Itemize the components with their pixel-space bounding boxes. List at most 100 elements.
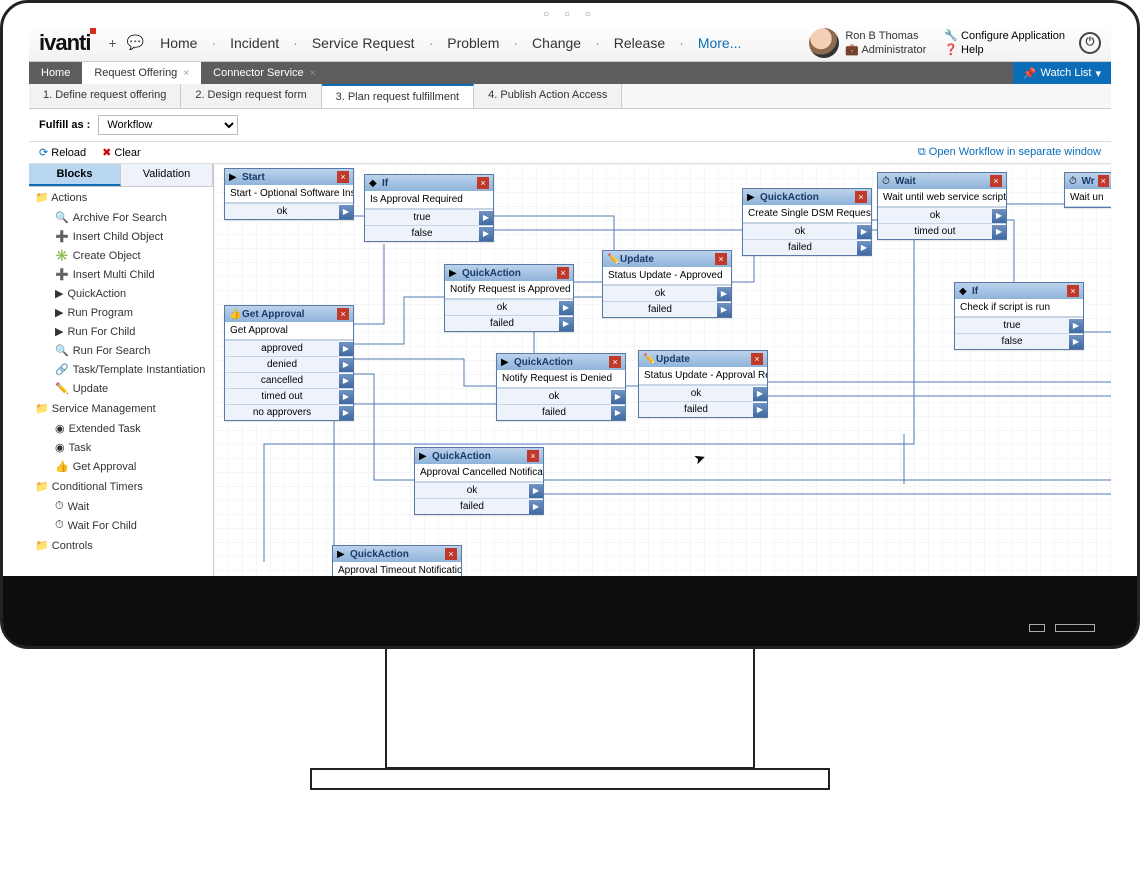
node-close-icon[interactable]: × bbox=[715, 253, 727, 265]
node-if1[interactable]: ◆If×Is Approval Requiredtrue▶false▶ bbox=[364, 174, 494, 242]
action-insert-multi-child[interactable]: ➕Insert Multi Child bbox=[29, 265, 213, 284]
node-if2[interactable]: ◆If×Check if script is runtrue▶false▶ bbox=[954, 282, 1084, 350]
close-icon[interactable]: × bbox=[183, 68, 189, 79]
timer-wait[interactable]: ⏱Wait bbox=[29, 497, 213, 516]
node-port[interactable]: ▶ bbox=[339, 374, 353, 388]
node-close-icon[interactable]: × bbox=[337, 171, 349, 183]
cat-actions[interactable]: Actions bbox=[29, 187, 213, 208]
node-port[interactable]: ▶ bbox=[559, 301, 573, 315]
node-close-icon[interactable]: × bbox=[990, 175, 1002, 187]
step-2[interactable]: 2. Design request form bbox=[181, 84, 321, 108]
timer-wait-for-child[interactable]: ⏱Wait For Child bbox=[29, 516, 213, 535]
fulfill-select[interactable]: Workflow bbox=[98, 115, 238, 135]
node-close-icon[interactable]: × bbox=[1067, 285, 1079, 297]
nav-home[interactable]: Home bbox=[156, 35, 201, 51]
node-port[interactable]: ▶ bbox=[529, 484, 543, 498]
nav-incident[interactable]: Incident bbox=[226, 35, 283, 51]
svc-get-approval[interactable]: 👍Get Approval bbox=[29, 457, 213, 476]
step-3[interactable]: 3. Plan request fulfillment bbox=[322, 84, 475, 108]
node-port[interactable]: ▶ bbox=[529, 500, 543, 514]
node-close-icon[interactable]: × bbox=[477, 177, 489, 189]
node-out-label: ok bbox=[497, 389, 611, 404]
close-icon[interactable]: × bbox=[310, 68, 316, 79]
action-run-for-search[interactable]: 🔍Run For Search bbox=[29, 341, 213, 360]
node-port[interactable]: ▶ bbox=[857, 241, 871, 255]
clear-button[interactable]: Clear bbox=[102, 146, 141, 159]
node-qa2[interactable]: ▶QuickAction×Create Single DSM Requestok… bbox=[742, 188, 872, 256]
node-port[interactable]: ▶ bbox=[339, 342, 353, 356]
node-port[interactable]: ▶ bbox=[717, 287, 731, 301]
node-port[interactable]: ▶ bbox=[611, 390, 625, 404]
svc-task[interactable]: ◉Task bbox=[29, 438, 213, 457]
tab-home[interactable]: Home bbox=[29, 62, 82, 84]
node-port[interactable]: ▶ bbox=[857, 225, 871, 239]
power-button[interactable]: ⏻ bbox=[1079, 32, 1101, 54]
node-close-icon[interactable]: × bbox=[445, 548, 457, 560]
node-port[interactable]: ▶ bbox=[339, 406, 353, 420]
cat-timers[interactable]: Conditional Timers bbox=[29, 476, 213, 497]
node-port[interactable]: ▶ bbox=[339, 205, 353, 219]
node-port[interactable]: ▶ bbox=[559, 317, 573, 331]
step-1[interactable]: 1. Define request offering bbox=[29, 84, 181, 108]
nav-service-request[interactable]: Service Request bbox=[308, 35, 419, 51]
node-qa3[interactable]: ▶QuickAction×Notify Request is Deniedok▶… bbox=[496, 353, 626, 421]
node-close-icon[interactable]: × bbox=[337, 308, 349, 320]
node-port[interactable]: ▶ bbox=[753, 403, 767, 417]
workflow-canvas[interactable]: ➤ ▶Start×Start - Optional Software Insta… bbox=[214, 164, 1111, 576]
open-workflow-link[interactable]: Open Workflow in separate window bbox=[918, 146, 1101, 159]
action-update[interactable]: ✏️Update bbox=[29, 379, 213, 398]
action-archive-for-search[interactable]: 🔍Archive For Search bbox=[29, 208, 213, 227]
node-wr[interactable]: ⏱Wr×Wait un bbox=[1064, 172, 1111, 208]
cat-controls[interactable]: Controls bbox=[29, 535, 213, 556]
node-start[interactable]: ▶Start×Start - Optional Software Install… bbox=[224, 168, 354, 220]
node-port[interactable]: ▶ bbox=[611, 406, 625, 420]
nav-more[interactable]: More... bbox=[694, 35, 746, 51]
nav-problem[interactable]: Problem bbox=[443, 35, 503, 51]
node-qa1[interactable]: ▶QuickAction×Notify Request is Approvedo… bbox=[444, 264, 574, 332]
new-icon[interactable]: + bbox=[108, 35, 116, 51]
side-tab-validation[interactable]: Validation bbox=[121, 164, 213, 186]
node-close-icon[interactable]: × bbox=[855, 191, 867, 203]
node-port[interactable]: ▶ bbox=[1069, 335, 1083, 349]
action-run-for-child[interactable]: ▶Run For Child bbox=[29, 322, 213, 341]
node-port[interactable]: ▶ bbox=[339, 358, 353, 372]
node-close-icon[interactable]: × bbox=[751, 353, 763, 365]
tab-request-offering[interactable]: Request Offering× bbox=[82, 62, 201, 84]
node-port[interactable]: ▶ bbox=[339, 390, 353, 404]
node-port[interactable]: ▶ bbox=[992, 209, 1006, 223]
node-upd1[interactable]: ✏️Update×Status Update - Approvedok▶fail… bbox=[602, 250, 732, 318]
node-port[interactable]: ▶ bbox=[717, 303, 731, 317]
node-getapp[interactable]: 👍Get Approval×Get Approvalapproved▶denie… bbox=[224, 305, 354, 421]
cat-service-mgmt[interactable]: Service Management bbox=[29, 398, 213, 419]
nav-release[interactable]: Release bbox=[610, 35, 669, 51]
user-box[interactable]: Ron B Thomas Administrator bbox=[809, 28, 926, 58]
node-port[interactable]: ▶ bbox=[992, 225, 1006, 239]
action-run-program[interactable]: ▶Run Program bbox=[29, 303, 213, 322]
comment-icon[interactable]: 💬 bbox=[127, 34, 144, 51]
svc-extended-task[interactable]: ◉Extended Task bbox=[29, 419, 213, 438]
node-upd2[interactable]: ✏️Update×Status Update - Approval Rejeco… bbox=[638, 350, 768, 418]
node-close-icon[interactable]: × bbox=[527, 450, 539, 462]
node-port[interactable]: ▶ bbox=[1069, 319, 1083, 333]
tab-connector-service[interactable]: Connector Service× bbox=[201, 62, 327, 84]
watch-list-button[interactable]: 📌 Watch List ▾ bbox=[1013, 62, 1111, 84]
action-create-object[interactable]: ✳️Create Object bbox=[29, 246, 213, 265]
node-qa4[interactable]: ▶QuickAction×Approval Cancelled Notifica… bbox=[414, 447, 544, 515]
side-tab-blocks[interactable]: Blocks bbox=[29, 164, 121, 186]
action-insert-child-object[interactable]: ➕Insert Child Object bbox=[29, 227, 213, 246]
action-task-template-instantiation[interactable]: 🔗Task/Template Instantiation bbox=[29, 360, 213, 379]
action-quickaction[interactable]: ▶QuickAction bbox=[29, 284, 213, 303]
node-close-icon[interactable]: × bbox=[1098, 175, 1109, 187]
node-close-icon[interactable]: × bbox=[557, 267, 569, 279]
node-wait[interactable]: ⏱Wait×Wait until web service script haso… bbox=[877, 172, 1007, 240]
node-close-icon[interactable]: × bbox=[609, 356, 621, 368]
nav-change[interactable]: Change bbox=[528, 35, 585, 51]
node-port[interactable]: ▶ bbox=[479, 227, 493, 241]
node-port[interactable]: ▶ bbox=[753, 387, 767, 401]
reload-button[interactable]: Reload bbox=[39, 146, 86, 159]
node-port[interactable]: ▶ bbox=[479, 211, 493, 225]
configure-link[interactable]: Configure Application bbox=[944, 29, 1065, 42]
node-qa5[interactable]: ▶QuickAction×Approval Timeout Notificati… bbox=[332, 545, 462, 576]
step-4[interactable]: 4. Publish Action Access bbox=[474, 84, 622, 108]
help-link[interactable]: Help bbox=[944, 43, 1065, 56]
